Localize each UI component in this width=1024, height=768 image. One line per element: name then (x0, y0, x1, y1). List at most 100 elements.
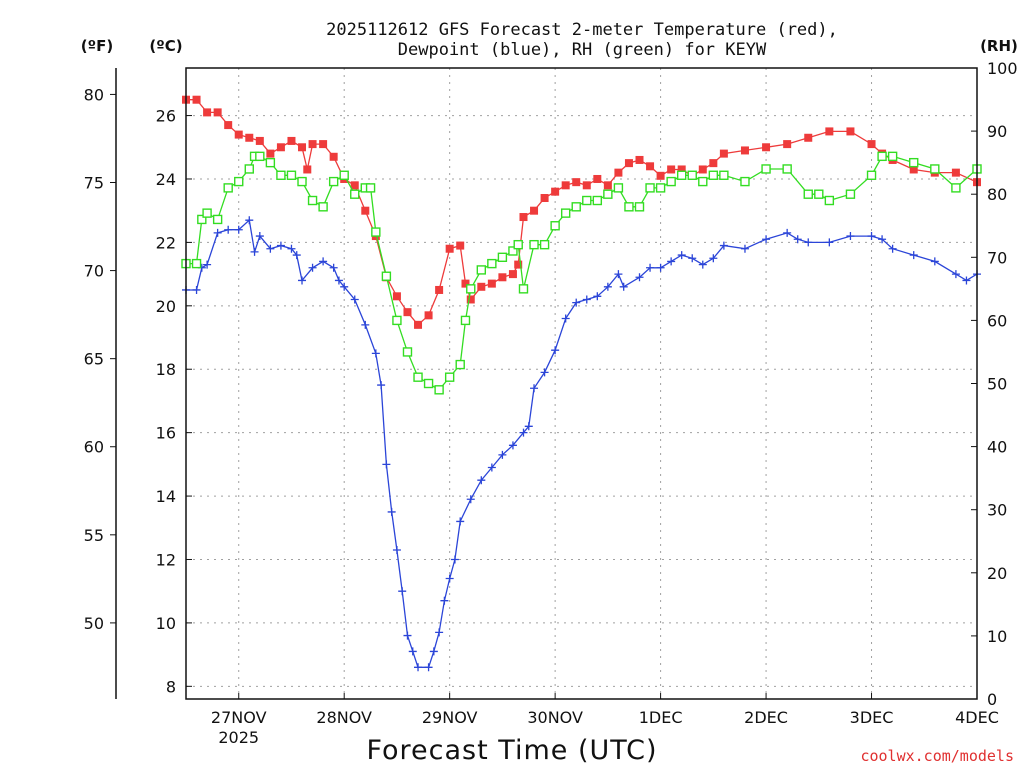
rh-point (244, 164, 254, 174)
rh-point (255, 151, 265, 162)
temperature-point (319, 140, 328, 149)
dewpoint-point (224, 225, 233, 234)
dewpoint-point (361, 320, 370, 329)
rh-point (212, 214, 223, 225)
dewpoint-point (719, 241, 728, 250)
celsius-tick-label: 14 (156, 487, 176, 506)
rh-tick-label: 70 (987, 248, 1007, 267)
dewpoint-point (846, 232, 855, 241)
celsius-tick-label: 10 (156, 614, 176, 633)
fahrenheit-tick-label: 75 (84, 174, 104, 193)
rh-tick-label: 30 (987, 501, 1007, 520)
rh-point (476, 265, 487, 275)
temperature-point (298, 143, 307, 152)
fahrenheit-tick-label: 55 (84, 526, 104, 545)
dewpoint-point (656, 263, 665, 272)
dewpoint-point (414, 663, 423, 672)
celsius-tick-label: 18 (156, 360, 176, 379)
dewpoint-point (783, 228, 792, 237)
dewpoint-point (287, 244, 296, 253)
rh-point (655, 183, 666, 193)
dewpoint-point (450, 555, 459, 564)
rh-point (339, 170, 349, 180)
plot-frame (185, 67, 978, 700)
dewpoint-point (614, 270, 623, 279)
celsius-tick-label: 16 (156, 424, 176, 443)
dewpoint-point (487, 463, 496, 472)
dewpoint-point (825, 238, 834, 247)
dewpoint-point (878, 235, 887, 244)
dewpoint-point (298, 276, 307, 285)
dewpoint-point (266, 244, 275, 253)
dewpoint-point (276, 241, 285, 250)
rh-point (466, 284, 476, 294)
dewpoint-point (677, 251, 686, 260)
temperature-point (303, 165, 312, 174)
temperature-point (287, 136, 296, 145)
temperature-point (698, 165, 707, 174)
rh-point (603, 189, 613, 199)
dewpoint-point (930, 257, 939, 266)
rh-point (930, 164, 940, 174)
rh-tick-label: 50 (987, 375, 1007, 394)
celsius-tick-label: 8 (166, 677, 176, 696)
dewpoint-point (424, 663, 433, 672)
rh-point (550, 221, 560, 231)
rh-point (318, 202, 328, 212)
dewpoint-point (371, 349, 380, 358)
chart-title-line1: 2025112612 GFS Forecast 2-meter Temperat… (326, 20, 838, 40)
rh-point (877, 151, 887, 162)
dewpoint-point (646, 263, 655, 272)
temperature-point (530, 206, 539, 215)
temperature-point (435, 285, 444, 294)
rh-point (866, 170, 877, 180)
temperature-point (561, 181, 570, 190)
dewpoint-point (888, 244, 897, 253)
temperature-point (245, 133, 254, 142)
rh-point (666, 176, 676, 187)
temperature-point (514, 260, 523, 269)
temperature-point (614, 168, 623, 177)
rh-point (497, 252, 508, 263)
rh-point (234, 176, 244, 187)
temperature-point (414, 320, 423, 329)
rh-point (286, 170, 297, 180)
dewpoint-point (603, 282, 612, 291)
temperature-point (498, 273, 507, 282)
dewpoint-point (377, 381, 386, 390)
rh-point (719, 170, 729, 180)
rh-point (508, 246, 518, 256)
dewpoint-point (804, 238, 813, 247)
dewpoint-point (524, 422, 533, 431)
temperature-point (635, 155, 644, 164)
rh-point (634, 202, 645, 212)
rh-point (814, 189, 824, 199)
rh-point (740, 176, 750, 187)
temperature-point (192, 95, 201, 104)
rh-point (276, 170, 286, 180)
temperature-point (456, 241, 465, 250)
time-tick-label: 28NOV (316, 708, 372, 727)
temperature-point (846, 127, 855, 136)
time-tick-sublabel: 2025 (218, 728, 259, 747)
rh-point (487, 258, 497, 269)
rh-point (582, 195, 592, 206)
fahrenheit-tick-label: 60 (84, 438, 104, 457)
rh-point (223, 183, 233, 193)
chart-title-line2: Dewpoint (blue), RH (green) for KEYW (398, 40, 767, 60)
rh-tick-label: 60 (987, 311, 1007, 330)
temperature-point (276, 143, 285, 152)
temperature-point (719, 149, 728, 158)
rh-point (571, 202, 581, 212)
dewpoint-point (334, 276, 343, 285)
dewpoint-point (456, 517, 465, 526)
celsius-tick-label: 26 (156, 107, 176, 126)
time-tick-label: 1DEC (639, 708, 683, 727)
temperature-point (825, 127, 834, 136)
temperature-point (508, 270, 517, 279)
dewpoint-point (572, 298, 581, 307)
temperature-point (646, 162, 655, 171)
rh-point (698, 176, 708, 187)
rh-axis-unit: (RH) (980, 37, 1018, 55)
